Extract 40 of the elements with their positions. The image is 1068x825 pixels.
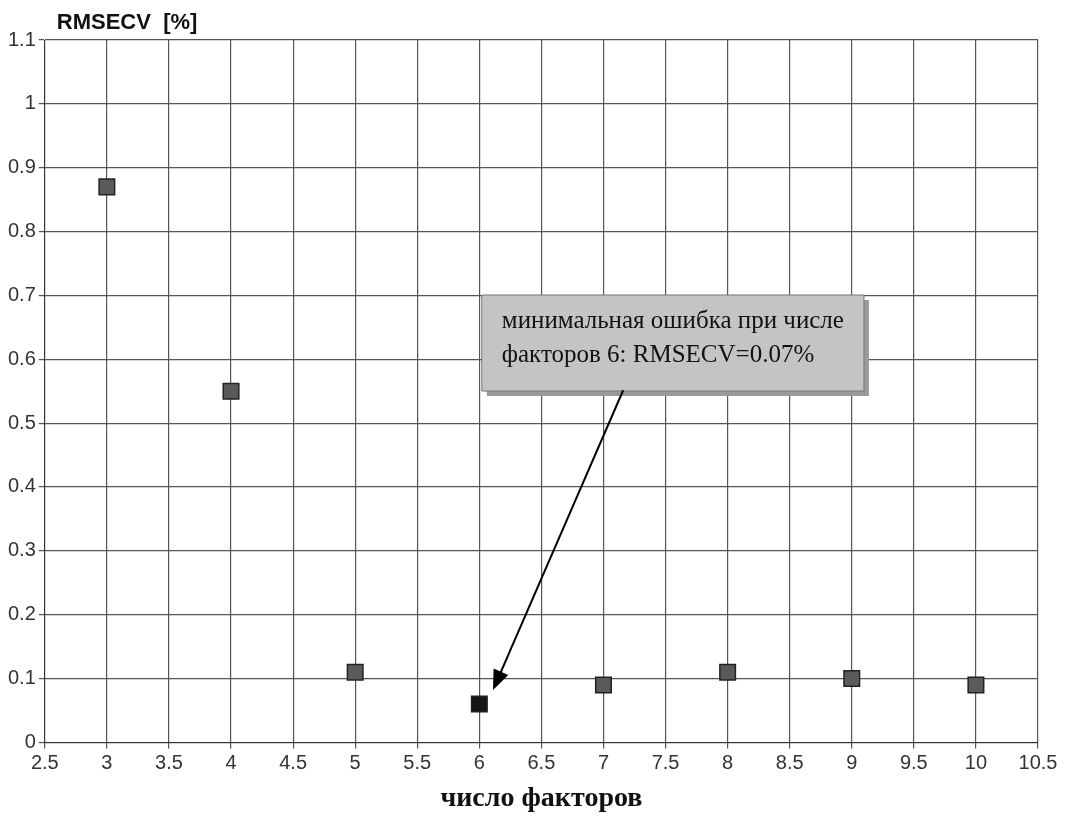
y-tick-label: 0.9 <box>7 155 36 178</box>
point <box>222 382 240 400</box>
point <box>967 676 985 694</box>
point <box>719 663 737 681</box>
x-tick-label: 9.5 <box>899 750 928 773</box>
y-tick-label: 0.4 <box>7 474 36 497</box>
x-tick-label: 7.5 <box>651 750 680 773</box>
x-tick-label: 5.5 <box>403 750 432 773</box>
x-tick-label: 5 <box>349 750 361 773</box>
x-tick-label: 4 <box>225 750 237 773</box>
x-tick-label: 4.5 <box>279 750 308 773</box>
point <box>346 663 364 681</box>
point <box>98 178 116 196</box>
y-tick-label: 0.1 <box>7 666 36 689</box>
x-tick-label: 7 <box>597 750 610 773</box>
x-tick-label: 6.5 <box>527 750 556 773</box>
x-tick-label: 8 <box>722 750 734 773</box>
y-tick-label: 0.5 <box>7 410 36 433</box>
point <box>843 670 861 688</box>
point <box>470 695 488 713</box>
x-tick-label: 10.5 <box>1018 750 1058 773</box>
y-tick-label: 0 <box>24 729 36 752</box>
y-tick-label: 0.7 <box>7 282 36 305</box>
annotation: минимальная ошибка при числе факторов 6: RMSECV=0.07% <box>501 306 844 368</box>
y-tick-label: 0.2 <box>7 602 36 625</box>
x-tick-label: 6 <box>473 750 485 773</box>
x-tick-label: 2.5 <box>30 750 59 773</box>
y-tick-label: 0.3 <box>7 538 36 561</box>
y-tick-label: 1 <box>24 91 36 114</box>
x-tick-label: 3 <box>101 750 113 773</box>
y-axis-title: RMSECV [%] <box>56 9 198 35</box>
y-tick-label: 1.1 <box>7 27 36 50</box>
x-tick-label: 3.5 <box>155 750 183 773</box>
y-tick-label: 0.8 <box>7 219 36 242</box>
x-tick-label: 9 <box>846 750 858 773</box>
x-tick-label: 8.5 <box>775 750 804 773</box>
point <box>594 676 612 694</box>
x-axis-title: число факторов <box>440 781 643 813</box>
y-tick-label: 0.6 <box>7 346 36 369</box>
x-tick-label: 10 <box>964 750 988 773</box>
